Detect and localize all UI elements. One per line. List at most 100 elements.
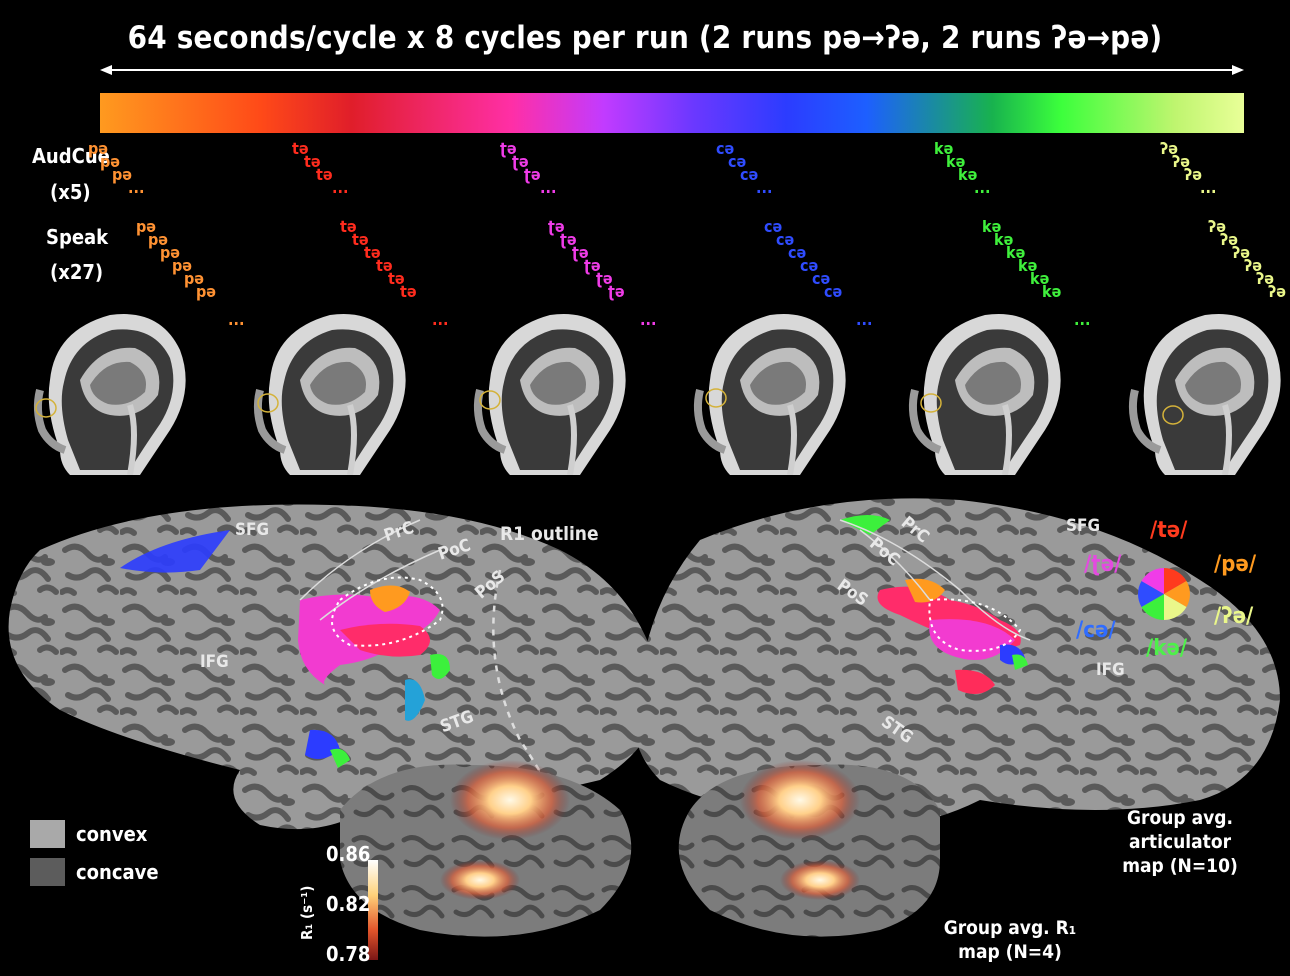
mri-sagittal-head	[693, 314, 846, 475]
r1-tick-mid: 0.82	[326, 892, 371, 916]
articulator-ring	[479, 390, 501, 410]
speak-ellipsis: ...	[640, 310, 657, 329]
audcue-syllable: kə	[958, 165, 978, 184]
speak-syllable: ʔə	[1232, 243, 1251, 262]
mri-sagittal-head	[1128, 314, 1281, 475]
audcue-syllable: cə	[728, 152, 747, 171]
label-sfg-left: SFG	[235, 520, 270, 540]
r1-colorbar-label: R₁ (s⁻¹)	[298, 885, 316, 940]
audcue-syllable: tə	[304, 152, 321, 171]
audcue-ellipsis: ...	[1200, 178, 1217, 197]
speak-syllable: cə	[800, 256, 819, 275]
speak-syllable: ʈə	[608, 282, 625, 301]
speak-ellipsis: ...	[228, 310, 245, 329]
audcue-ellipsis: ...	[974, 178, 991, 197]
phoneme-glottal: /ʔə/	[1214, 604, 1254, 629]
timeline-arrow	[100, 65, 1244, 75]
mri-sagittal-head	[253, 314, 406, 475]
phoneme-retroflex: /ʈə/	[1084, 552, 1122, 577]
speak-syllable: kə	[1018, 256, 1038, 275]
phoneme-pe: /pə/	[1214, 552, 1257, 577]
audcue-syllable: ʈə	[512, 152, 529, 171]
audcue-syllable: ʔə	[1172, 152, 1191, 171]
audcue-syllable: ʈə	[524, 165, 541, 184]
r1-tick-high: 0.86	[326, 842, 371, 866]
phoneme-ce: /cə/	[1076, 618, 1116, 643]
figure-title: 64 seconds/cycle x 8 cycles per run (2 r…	[127, 20, 1163, 56]
articulator-caption: Group avg. articulator map (N=10)	[1080, 806, 1280, 878]
speak-ellipsis: ...	[1074, 310, 1091, 329]
label-ifg-left: IFG	[200, 652, 229, 672]
articulator-ring	[920, 393, 942, 413]
speak-syllable: ʔə	[1268, 282, 1287, 301]
audcue-label: AudCue	[32, 144, 110, 168]
audcue-syllable: cə	[740, 165, 759, 184]
label-r1-outline: R1 outline	[500, 523, 599, 545]
speak-syllable: pə	[172, 256, 193, 275]
r1-temporal-lobes	[340, 760, 940, 937]
speak-syllable: ʔə	[1208, 217, 1227, 236]
speak-syllable: tə	[340, 217, 357, 236]
speak-syllable: ʔə	[1244, 256, 1263, 275]
speak-syllable: kə	[1006, 243, 1026, 262]
speak-count: (x27)	[50, 260, 104, 284]
speak-syllable: kə	[1042, 282, 1062, 301]
r1-caption-line1: Group avg. R₁	[943, 917, 1077, 939]
mri-sagittal-head	[908, 314, 1061, 475]
speak-syllable: cə	[824, 282, 843, 301]
speak-syllable: ʈə	[548, 217, 565, 236]
articulator-ring	[35, 398, 57, 418]
audcue-syllable: kə	[934, 139, 954, 158]
concave-label: concave	[76, 860, 159, 884]
audcue-syllable: tə	[316, 165, 333, 184]
speak-syllable: cə	[776, 230, 795, 249]
speak-syllable: pə	[136, 217, 157, 236]
audcue-syllable: ʔə	[1184, 165, 1203, 184]
articulator-ring	[705, 388, 727, 408]
audcue-syllable: ʈə	[500, 139, 517, 158]
label-ifg-right: IFG	[1096, 660, 1125, 680]
audcue-syllable: cə	[716, 139, 735, 158]
r1-tick-low: 0.78	[326, 942, 371, 966]
articulator-caption-line1: Group avg. articulator	[1127, 807, 1233, 853]
speak-syllable: pə	[196, 282, 217, 301]
speak-syllable: ʈə	[584, 256, 601, 275]
audcue-ellipsis: ...	[128, 178, 145, 197]
speak-syllable: pə	[184, 269, 205, 288]
audcue-ellipsis: ...	[332, 178, 349, 197]
audcue-count: (x5)	[50, 180, 91, 204]
speak-syllable: ʔə	[1220, 230, 1239, 249]
audcue-ellipsis: ...	[756, 178, 773, 197]
speak-syllable: kə	[982, 217, 1002, 236]
r1-caption: Group avg. R₁ map (N=4)	[930, 916, 1090, 964]
speak-syllable: ʔə	[1256, 269, 1275, 288]
audcue-syllable: pə	[88, 139, 109, 158]
speak-syllable: ʈə	[572, 243, 589, 262]
speak-syllable: pə	[160, 243, 181, 262]
cortical-surfaces	[8, 498, 1280, 960]
speak-syllable: cə	[764, 217, 783, 236]
phase-colorbar	[100, 93, 1244, 133]
r1-colorbar	[368, 860, 378, 960]
speak-syllable: cə	[812, 269, 831, 288]
speak-syllable: kə	[994, 230, 1014, 249]
phoneme-ke: /kə/	[1146, 636, 1188, 661]
speak-syllable: tə	[352, 230, 369, 249]
speak-label: Speak	[46, 225, 109, 249]
audcue-syllable: tə	[292, 139, 309, 158]
audcue-syllable: ʔə	[1160, 139, 1179, 158]
mri-sagittal-head	[33, 314, 186, 475]
speak-syllable: pə	[148, 230, 169, 249]
concave-swatch	[30, 858, 65, 886]
audcue-syllable: kə	[946, 152, 966, 171]
r1-caption-line2: map (N=4)	[958, 941, 1062, 963]
left-hemisphere	[8, 504, 661, 830]
speak-syllable: tə	[400, 282, 417, 301]
speak-syllable: cə	[788, 243, 807, 262]
articulator-ring	[1162, 405, 1184, 425]
speak-syllable: ʈə	[560, 230, 577, 249]
speak-syllable: tə	[388, 269, 405, 288]
speak-syllable: tə	[376, 256, 393, 275]
speak-syllable: kə	[1030, 269, 1050, 288]
